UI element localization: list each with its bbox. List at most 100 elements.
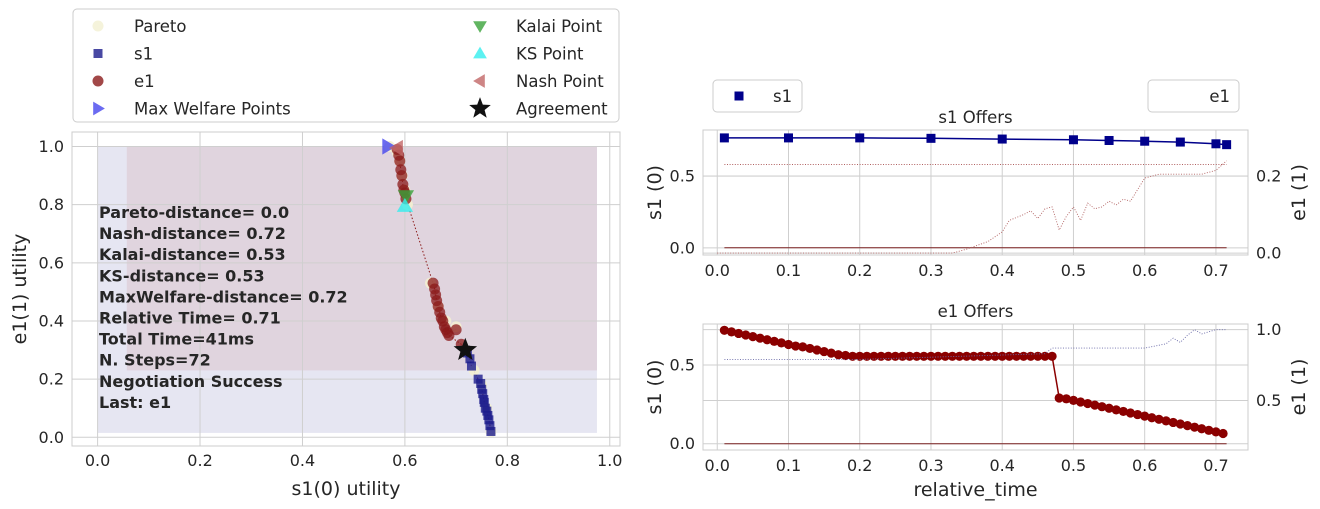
utility-plot: 0.0 0.2 0.4 0.6 0.8 1.0 0.0 0.2 0.4 0.6 0.8 1.0 s1(0…: [9, 131, 622, 500]
x-tick-label: 0.7: [1203, 261, 1228, 280]
legend-marker-0: [92, 20, 104, 32]
series-e1-marker: [954, 351, 965, 361]
series-s1-marker: [855, 133, 865, 143]
legend-label: Pareto: [134, 17, 186, 36]
s1_offers-frame: [702, 129, 1249, 256]
legend-label: e1: [1209, 87, 1230, 106]
x-tick-label: 0.4: [989, 456, 1014, 475]
agreement-point: [453, 337, 478, 360]
x-tick-label: 0.0: [705, 261, 730, 280]
e1-offer-point: [394, 155, 406, 167]
x-tick-label: 0.2: [847, 261, 872, 280]
series-e1-marker: [940, 351, 950, 361]
series-line-3-line: [717, 160, 1227, 254]
series-e1-marker: [905, 351, 915, 361]
s1-offer-point: [486, 426, 496, 436]
e1_offers-frame: [702, 323, 1249, 451]
series-e1-marker: [1054, 393, 1064, 403]
series-e1-marker: [755, 333, 765, 343]
s1-offer-point: [478, 389, 488, 399]
series-e1-marker: [1197, 424, 1207, 434]
series-e1-marker: [1182, 420, 1193, 431]
series-e1-marker: [1033, 351, 1043, 361]
legend-marker-s1: [734, 91, 744, 101]
series-e1-marker: [1068, 395, 1079, 405]
stats-line: N. Steps=72: [99, 351, 211, 370]
y-axis-label: e1(1) utility: [9, 234, 31, 345]
e1_offers-plot: 0.0 0.1 0.2 0.3 0.4 0.5 0.6 0.7 0.0 0.5 0.5 1.0 e1 O…: [644, 302, 1310, 501]
x-tick-label: 0.2: [187, 451, 212, 470]
series-s1-marker: [926, 133, 936, 143]
legend-label: Max Welfare Points: [134, 100, 291, 119]
series-e1-marker: [1040, 351, 1050, 361]
series-e1-marker: [734, 328, 744, 339]
series-s1-marker: [783, 133, 793, 143]
series-e1-marker: [947, 351, 957, 361]
nash-point: [389, 139, 403, 157]
series-e1-marker: [805, 343, 815, 354]
legend-marker-4: [473, 21, 487, 33]
series-e1-marker: [1118, 406, 1128, 417]
series-s1-marker: [1211, 139, 1221, 149]
x-tick-label: 0.4: [989, 261, 1014, 280]
series-e1-marker: [1061, 394, 1071, 404]
stats-line: Last: e1: [99, 393, 171, 412]
series-e1-marker: [826, 348, 836, 358]
series-e1-marker: [1004, 351, 1014, 361]
y-tick-label: 0.8: [39, 195, 64, 214]
series-e1-marker: [726, 327, 737, 337]
x-tick-label: 0.5: [1061, 456, 1086, 475]
series-e1-marker: [1140, 411, 1150, 421]
series-e1-marker: [855, 351, 865, 361]
series-e1-marker: [791, 341, 801, 351]
kalai-point: [397, 190, 415, 205]
legend-frame: [712, 79, 803, 113]
s1-offer-point: [465, 354, 475, 364]
y-axis-label: s1 (0): [644, 165, 666, 220]
y-tick-label: 0.6: [39, 253, 64, 272]
stats-line: KS-distance= 0.53: [99, 266, 265, 285]
y-tick-label: 0.4: [39, 311, 64, 330]
series-e1-marker: [1097, 402, 1107, 412]
series-e1-marker: [933, 351, 943, 361]
series-e1-marker: [1211, 427, 1221, 437]
series-e1-marker: [741, 330, 751, 340]
series-e1-marker: [1154, 414, 1164, 424]
series-e1-marker: [833, 350, 843, 360]
series-e1-marker: [862, 351, 872, 361]
s1-offer-point: [476, 378, 486, 388]
stats-line: Relative Time= 0.71: [99, 309, 281, 328]
series-e1-marker: [1125, 408, 1136, 418]
x-axis-label: s1(0) utility: [292, 478, 401, 500]
series-e1-marker: [1218, 428, 1228, 439]
series-s1-marker: [719, 133, 729, 143]
series-e1-marker: [1075, 397, 1086, 407]
series-e1-marker: [912, 351, 922, 361]
s1-offer-point: [485, 421, 495, 431]
series-e1-marker: [990, 351, 1000, 361]
stats-line: Nash-distance= 0.72: [99, 224, 286, 243]
series-e1-marker: [769, 336, 779, 346]
series-e1-marker: [926, 351, 936, 361]
s1_offers-plot: 0.0 0.1 0.2 0.3 0.4 0.5 0.6 0.7 0.0 0.5 0.0 0.2 s1 O…: [644, 108, 1310, 280]
series-e1-marker: [1083, 398, 1093, 409]
x-tick-label: 0.3: [918, 456, 943, 475]
x-tick-label: 0.6: [392, 451, 417, 470]
series-e1-marker: [1189, 422, 1200, 432]
x-tick-label: 0.0: [85, 451, 110, 470]
y-tick-label: 0.0: [670, 434, 695, 453]
x-tick-label: 1.0: [597, 451, 622, 470]
series-e1-marker: [976, 351, 986, 361]
legend-label: Kalai Point: [516, 17, 603, 36]
region-1: [126, 146, 597, 371]
series-e1-marker: [1132, 409, 1143, 420]
series-e1-marker: [719, 325, 729, 335]
legend-marker-2: [92, 75, 104, 87]
y2-tick-label: 0.2: [1256, 167, 1281, 186]
series-e1-marker: [1111, 405, 1121, 415]
y-axis-label: s1 (0): [644, 360, 666, 415]
series-e1-marker: [776, 338, 786, 348]
s1-offer-point: [484, 415, 494, 425]
e1-offer-point: [450, 324, 462, 336]
series-e1-marker: [1147, 413, 1157, 423]
